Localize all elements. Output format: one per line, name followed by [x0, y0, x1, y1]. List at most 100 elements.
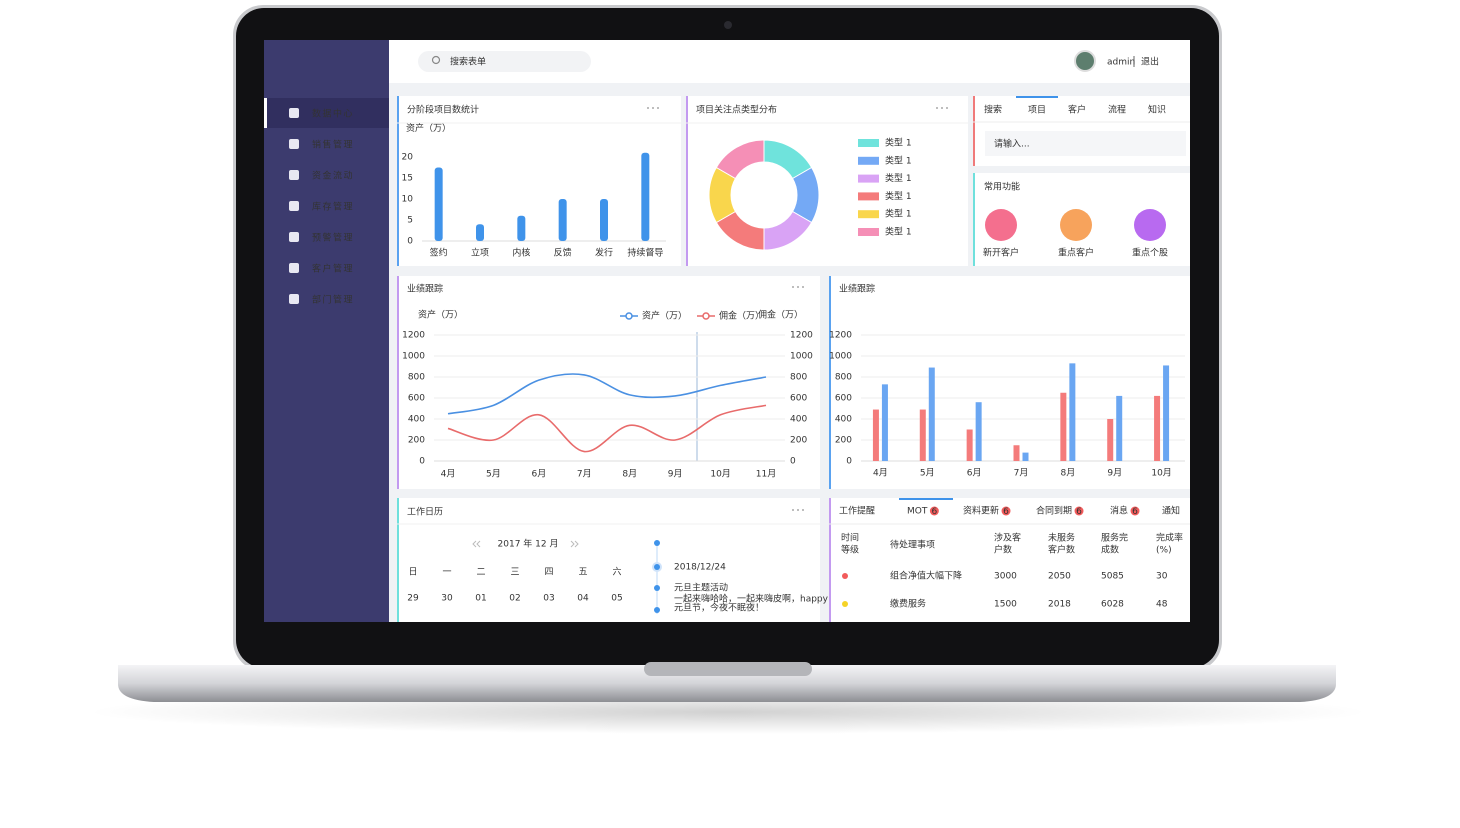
legend-swatch: [858, 156, 879, 165]
prev-arrow[interactable]: [472, 540, 481, 548]
more-dot: [792, 509, 794, 511]
calendar-month: 2017 年 12 月: [498, 538, 559, 550]
sidebar-item: 客户管理: [312, 263, 354, 275]
next-arrow[interactable]: [570, 540, 579, 548]
x-tick-label: 5月: [486, 469, 501, 480]
shortcut-icon[interactable]: [1134, 209, 1166, 241]
bar: [1107, 419, 1114, 461]
legend-swatch: [858, 228, 879, 236]
weekday: 六: [612, 566, 621, 578]
bar: [476, 224, 484, 241]
panel: [397, 498, 820, 622]
sidebar-item: 部门管理: [312, 294, 354, 306]
search-placeholder: 搜索表单: [450, 56, 486, 68]
tab: 项目: [1028, 105, 1046, 116]
x-tick-label: 8月: [1060, 468, 1075, 479]
legend-swatch: [858, 139, 879, 147]
y2-tick-label: 600: [790, 394, 807, 404]
tab: 流程: [1108, 104, 1126, 116]
tab: 客户: [1068, 104, 1086, 116]
tab-active: [1016, 96, 1058, 98]
sidebar-item: 资金流动: [312, 170, 354, 182]
panel-accent: [973, 96, 975, 166]
tab: 通知: [1162, 505, 1180, 517]
legend-label: 类型 1: [885, 154, 912, 166]
table-cell: 2018: [1048, 600, 1071, 610]
x-tick-label: 持续督导: [627, 247, 663, 259]
bar: [919, 409, 926, 461]
more-dot: [802, 286, 804, 288]
day: 03: [543, 594, 554, 604]
sidebar-item: 预警管理: [312, 232, 354, 244]
line: [447, 373, 767, 415]
bar: [881, 384, 888, 461]
x-tick-label: 5月: [920, 468, 935, 479]
y-axis-label: 资产（万）: [406, 122, 451, 134]
y-tick-label: 20: [402, 153, 414, 163]
avatar[interactable]: [1074, 50, 1096, 72]
table-header: 完成率: [1156, 532, 1183, 544]
panel-accent: [397, 96, 399, 266]
pie-slice: [715, 139, 765, 180]
event-date: 2018/12/24: [674, 563, 726, 573]
y2-tick-label: 200: [790, 436, 807, 446]
weekday: 二: [476, 568, 485, 578]
sidebar-active: [264, 98, 389, 128]
legend-swatch: [858, 192, 879, 201]
x-tick-label: 11月: [756, 469, 776, 480]
weekday: 四: [544, 568, 553, 578]
x-tick-label: 9月: [1107, 468, 1122, 479]
shortcut-icon[interactable]: [1060, 209, 1092, 241]
legend-label: 类型 1: [885, 208, 912, 220]
y-tick-label: 400: [835, 415, 852, 425]
tab: MOT: [907, 507, 928, 517]
legend-label: 佣金（万）: [719, 310, 764, 322]
event-text: 元旦节，今夜不眠夜！: [674, 602, 764, 614]
more-dot: [647, 107, 649, 109]
legend-marker: [625, 312, 633, 320]
tab: 合同到期: [1036, 505, 1072, 517]
badge-count: 6: [1003, 507, 1009, 517]
sidebar-icon: [289, 170, 299, 180]
weekday: 一: [442, 568, 451, 578]
y-tick-label: 10: [402, 195, 414, 205]
shortcut-icon[interactable]: [985, 209, 1017, 241]
panel-accent: [397, 498, 399, 622]
y-tick-label: 15: [402, 174, 413, 184]
more-dot: [797, 509, 799, 511]
table-cell: 1500: [994, 600, 1017, 610]
more-dot: [946, 107, 948, 109]
y2-tick-label: 1000: [790, 352, 813, 362]
search-input[interactable]: [985, 131, 1186, 156]
badge-count: 6: [931, 507, 937, 517]
bar: [1154, 395, 1161, 461]
day: 05: [611, 594, 622, 604]
table-cell: 48: [1156, 600, 1168, 610]
y-tick-label: 1000: [829, 352, 852, 362]
bar: [872, 409, 879, 461]
y-tick-label: 0: [419, 457, 425, 467]
x-tick-label: 签约: [430, 247, 448, 259]
legend-label: 类型 1: [885, 137, 912, 149]
bar: [1116, 395, 1123, 461]
search-box[interactable]: [418, 51, 591, 72]
badge: [1074, 506, 1084, 516]
tab: 工作提醒: [839, 505, 875, 517]
y-tick-label: 600: [408, 394, 425, 404]
legend-swatch: [858, 174, 879, 183]
y2-tick-label: 800: [790, 373, 807, 383]
y2-tick-label: 1200: [790, 331, 813, 341]
x-tick-label: 10月: [1151, 468, 1171, 479]
weekday: 日: [408, 567, 417, 578]
bar: [1022, 452, 1029, 461]
line: [447, 404, 767, 453]
panel: [829, 276, 1190, 489]
sidebar-icon: [289, 108, 299, 118]
panel-title: 工作日历: [407, 506, 443, 518]
table-header: (%): [1156, 546, 1172, 556]
y-tick-label: 800: [408, 373, 425, 383]
bar: [558, 199, 567, 241]
bar: [1163, 365, 1170, 461]
y-tick-label: 600: [835, 394, 852, 404]
